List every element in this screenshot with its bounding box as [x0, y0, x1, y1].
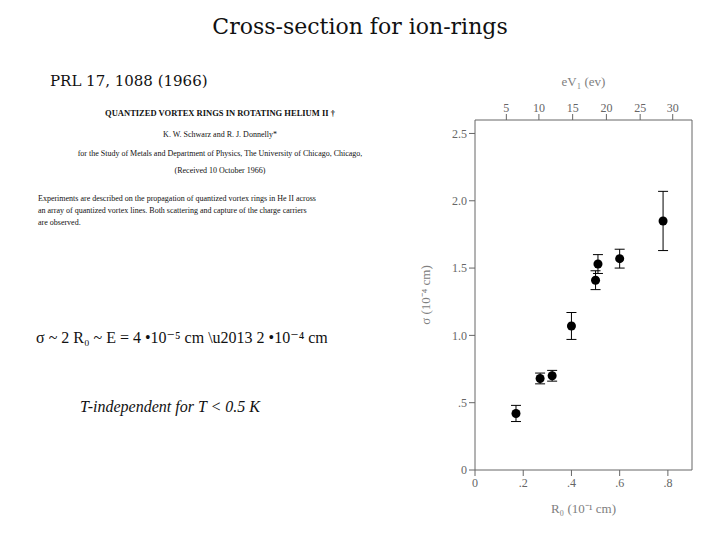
- svg-text:20: 20: [600, 101, 612, 115]
- html-text:PRL 17, 1088 (1966): PRL 17, 1088 (1966): [50, 72, 208, 90]
- svg-text:R₀ (10⁻¹ cm): R₀ (10⁻¹ cm): [551, 501, 616, 516]
- svg-text:.5: .5: [458, 396, 467, 410]
- svg-text:2.0: 2.0: [452, 194, 467, 208]
- html-text:for the Study of Metals and De: for the Study of Metals and Department o…: [77, 149, 363, 158]
- svg-text:10: 10: [533, 101, 545, 115]
- svg-text:.2: .2: [519, 476, 528, 490]
- svg-text:0: 0: [472, 476, 478, 490]
- html-text:QUANTIZED VORTEX RINGS IN ROTA: QUANTIZED VORTEX RINGS IN ROTATING HELIU…: [105, 108, 335, 118]
- svg-text:eV₁ (ev): eV₁ (ev): [562, 74, 606, 89]
- svg-text:.8: .8: [663, 476, 672, 490]
- svg-text:0: 0: [461, 463, 467, 477]
- svg-text:5: 5: [503, 101, 509, 115]
- html-text:(Received 10 October 1966): (Received 10 October 1966): [174, 166, 266, 175]
- html-text:Experiments are described on t: Experiments are described on the propaga…: [38, 194, 316, 227]
- svg-text:.4: .4: [567, 476, 576, 490]
- svg-text:2.5: 2.5: [452, 127, 467, 141]
- html-text:T-independent for T < 0.5 K: T-independent for T < 0.5 K: [80, 398, 260, 415]
- html-text:K. W. Schwarz and R. J. Donnel: K. W. Schwarz and R. J. Donnelly*: [163, 130, 277, 139]
- svg-text:15: 15: [567, 101, 579, 115]
- svg-text:.6: .6: [615, 476, 624, 490]
- svg-text:30: 30: [667, 101, 679, 115]
- svg-text:1.0: 1.0: [452, 329, 467, 343]
- html-text:σ ~ 2 R₀ ~ E = 4 •10⁻⁵ cm \u20: σ ~ 2 R₀ ~ E = 4 •10⁻⁵ cm \u2013 2 •10⁻⁴…: [36, 329, 328, 346]
- svg-text:1.5: 1.5: [452, 261, 467, 275]
- html-text:Cross-section for ion-rings: Cross-section for ion-rings: [212, 14, 508, 39]
- svg-text:25: 25: [634, 101, 646, 115]
- svg-text:σ (10⁻⁴ cm): σ (10⁻⁴ cm): [418, 265, 433, 325]
